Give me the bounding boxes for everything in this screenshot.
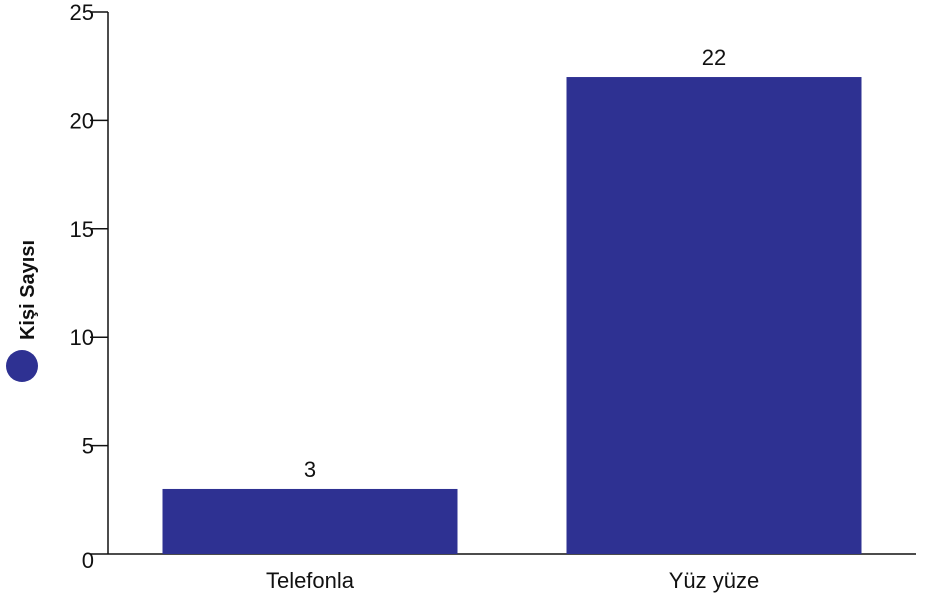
data-label: 3 (304, 457, 316, 482)
legend: Kişi Sayısı (6, 240, 39, 382)
legend-label: Kişi Sayısı (17, 240, 39, 340)
x-tick-label: Telefonla (266, 568, 355, 593)
y-tick-label: 15 (70, 217, 94, 242)
y-tick-label: 10 (70, 325, 94, 350)
y-tick-label: 25 (70, 0, 94, 25)
legend-swatch (6, 350, 38, 382)
bar-yüz-yüze (566, 77, 862, 554)
plot-area: 0 5 10 15 20 25 3 Telefonla 22 Yüz yüze (70, 0, 916, 593)
bar-telefonla (162, 488, 458, 554)
x-tick-label: Yüz yüze (669, 568, 760, 593)
data-label: 22 (702, 45, 726, 70)
y-tick-label: 20 (70, 108, 94, 133)
y-tick-label: 0 (82, 548, 94, 573)
y-tick-label: 5 (82, 434, 94, 459)
